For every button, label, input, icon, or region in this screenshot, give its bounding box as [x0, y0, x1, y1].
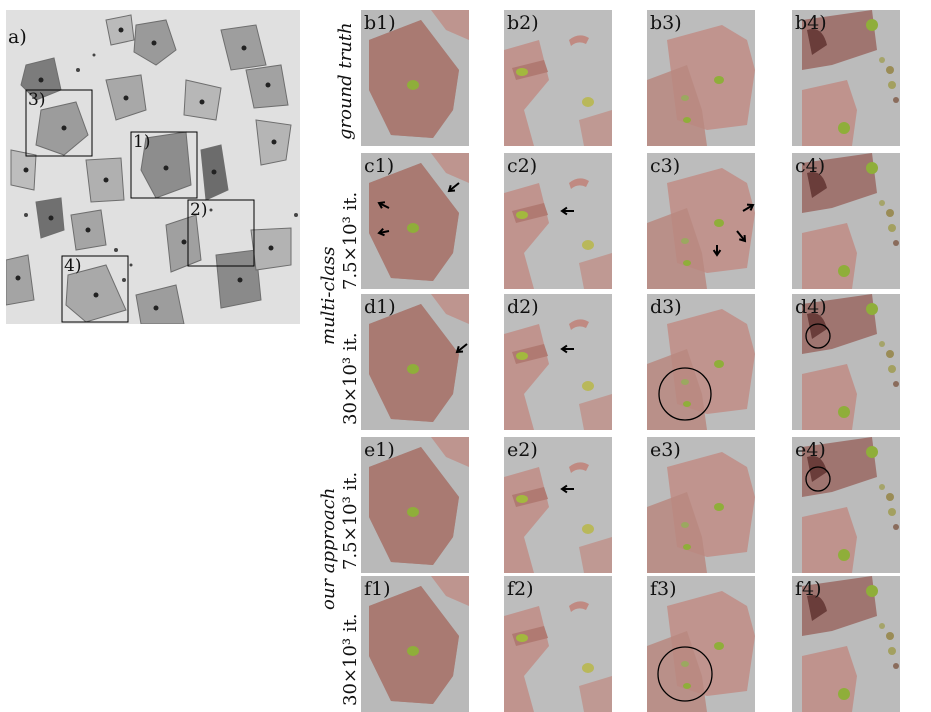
tile-image: [647, 294, 755, 430]
tile-ground-truth-4: b4): [792, 10, 900, 146]
tile-image: [504, 10, 612, 146]
row-label-multi-class: multi-class: [318, 246, 339, 345]
arrow-icon: [736, 230, 747, 243]
tile-image: [647, 437, 755, 573]
overview-image: a) 1) 2) 3) 4): [6, 10, 300, 324]
tile-image: [361, 10, 469, 146]
highlight-circle: [805, 323, 831, 349]
tile-multi-class-30k-4: d4): [792, 294, 900, 430]
panel-label: f2): [507, 578, 534, 600]
tile-multi-class-7-5k-2: c2): [504, 153, 612, 289]
tile-multi-class-30k-3: d3): [647, 294, 755, 430]
tile-image: [361, 294, 469, 430]
tile-our-approach-30k-1: f1): [361, 576, 469, 712]
panel-label: b3): [650, 12, 682, 34]
panel-label: c4): [795, 155, 826, 177]
tile-image: [504, 153, 612, 289]
row-label-our-approach: our approach: [318, 487, 339, 610]
box-label-4: 4): [64, 256, 82, 276]
arrow-icon: [742, 203, 755, 212]
box-label-1: 1): [133, 132, 151, 152]
tile-image: [361, 153, 469, 289]
tile-image: [504, 294, 612, 430]
panel-label: d1): [364, 296, 396, 318]
tile-our-approach-7-5k-4: e4): [792, 437, 900, 573]
arrow-icon: [712, 245, 722, 257]
panel-label: d3): [650, 296, 682, 318]
arrow-icon: [377, 201, 390, 209]
panel-label: f1): [364, 578, 391, 600]
tile-multi-class-30k-1: d1): [361, 294, 469, 430]
panel-label: e3): [650, 439, 681, 461]
arrow-icon: [560, 344, 574, 354]
tile-multi-class-7-5k-3: c3): [647, 153, 755, 289]
highlight-circle: [805, 466, 831, 492]
tile-multi-class-30k-2: d2): [504, 294, 612, 430]
tile-ground-truth-1: b1): [361, 10, 469, 146]
row-label-c-iterations: 7.5×10³ it.: [340, 191, 361, 290]
tile-our-approach-30k-3: f3): [647, 576, 755, 712]
panel-label: b4): [795, 12, 827, 34]
panel-label: b1): [364, 12, 396, 34]
tile-our-approach-7-5k-2: e2): [504, 437, 612, 573]
row-label-f-iterations: 30×10³ it.: [340, 613, 361, 706]
panel-label: c2): [507, 155, 538, 177]
tile-image: [792, 10, 900, 146]
highlight-circle: [657, 646, 713, 702]
tile-ground-truth-2: b2): [504, 10, 612, 146]
row-label-d-iterations: 30×10³ it.: [340, 332, 361, 425]
tile-ground-truth-3: b3): [647, 10, 755, 146]
tile-our-approach-30k-4: f4): [792, 576, 900, 712]
arrow-icon: [560, 206, 574, 216]
panel-label: d2): [507, 296, 539, 318]
overview-cells: [6, 10, 300, 324]
tile-image: [504, 576, 612, 712]
highlight-circle: [658, 367, 712, 421]
panel-label: b2): [507, 12, 539, 34]
panel-label: c1): [364, 155, 395, 177]
panel-label: e2): [507, 439, 538, 461]
arrow-icon: [377, 228, 390, 237]
row-label-e-iterations: 7.5×10³ it.: [340, 471, 361, 570]
arrow-icon: [455, 343, 468, 354]
tile-image: [792, 294, 900, 430]
row-label-ground-truth: ground truth: [335, 22, 356, 140]
arrow-icon: [560, 484, 574, 494]
tile-our-approach-7-5k-3: e3): [647, 437, 755, 573]
tile-image: [647, 10, 755, 146]
tile-image: [792, 437, 900, 573]
tile-our-approach-30k-2: f2): [504, 576, 612, 712]
tile-image: [647, 153, 755, 289]
tile-image: [361, 576, 469, 712]
tile-image: [647, 576, 755, 712]
panel-label: f4): [795, 578, 822, 600]
box-label-3: 3): [28, 90, 46, 110]
tile-image: [361, 437, 469, 573]
panel-label: d4): [795, 296, 827, 318]
tile-image: [504, 437, 612, 573]
arrow-icon: [447, 182, 460, 193]
tile-multi-class-7-5k-4: c4): [792, 153, 900, 289]
tile-our-approach-7-5k-1: e1): [361, 437, 469, 573]
tile-image: [792, 576, 900, 712]
panel-label: f3): [650, 578, 677, 600]
box-label-2: 2): [190, 200, 208, 220]
panel-label: c3): [650, 155, 681, 177]
panel-label: e1): [364, 439, 395, 461]
overview-label: a): [8, 26, 27, 48]
panel-label: e4): [795, 439, 826, 461]
tile-multi-class-7-5k-1: c1): [361, 153, 469, 289]
tile-image: [792, 153, 900, 289]
